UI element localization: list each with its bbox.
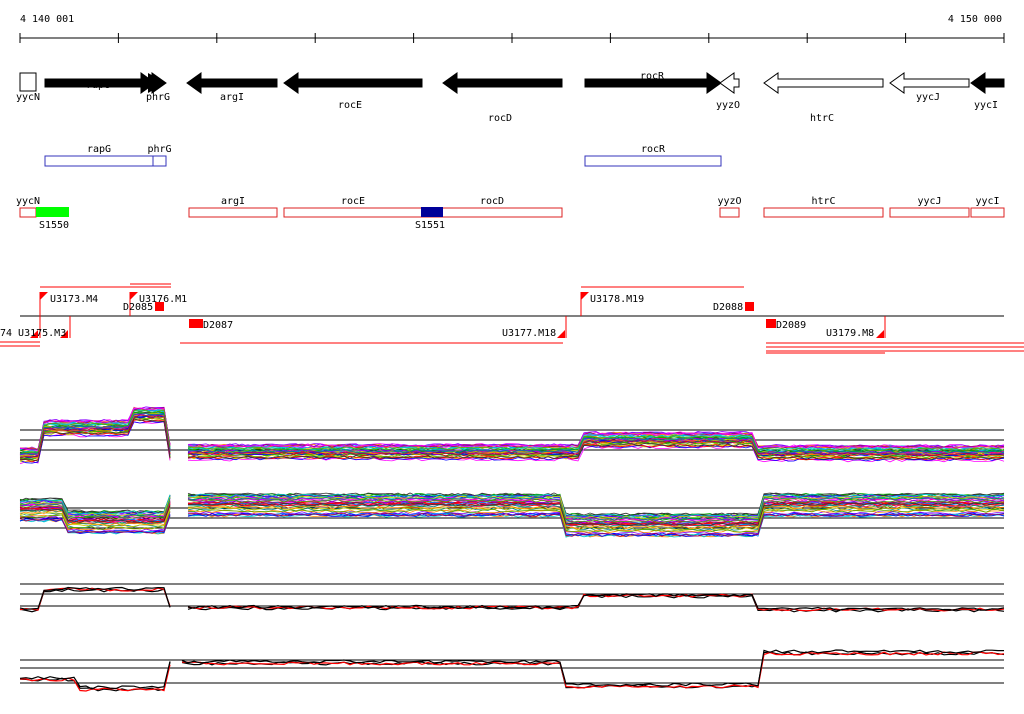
gene-label: rocE xyxy=(338,100,362,111)
profile-line xyxy=(19,505,1005,530)
profile-line xyxy=(19,421,1005,464)
segment-label: U3173.M4 xyxy=(50,294,98,305)
gene-rocr-arrow[interactable] xyxy=(584,72,722,94)
gene-yycN-box[interactable] xyxy=(19,72,37,92)
plus-feature-rocr[interactable] xyxy=(584,155,722,167)
profile-line xyxy=(19,502,1005,527)
minus-feature-yycj[interactable] xyxy=(889,207,970,218)
coordinate-axis: 4 140 001 4 150 000 xyxy=(19,14,1005,43)
segment-box[interactable] xyxy=(766,319,776,328)
gene-label: argI xyxy=(220,92,244,103)
minus-feature-label: yycI xyxy=(975,196,999,207)
site-s1551[interactable] xyxy=(421,207,443,217)
gene-label: phrG xyxy=(146,92,170,103)
axis-start-label: 4 140 001 xyxy=(20,14,74,25)
site-s1550[interactable] xyxy=(36,207,69,217)
segment-label: U3176.M1 xyxy=(139,294,187,305)
minus-feature-label: yyzO xyxy=(717,196,741,207)
plus-feature-phrg[interactable] xyxy=(152,155,167,167)
minus-feature-argi[interactable] xyxy=(188,207,278,218)
segment-flag xyxy=(30,330,38,338)
segment-flag xyxy=(557,330,565,338)
minus-feature-yyci[interactable] xyxy=(970,207,1005,218)
segment-flag xyxy=(581,292,589,300)
gene-track: yycN rapG phrG argI rocE rocD rocR yyzO htrC yycJ… xyxy=(16,71,1005,124)
profile-line xyxy=(19,409,1005,454)
gene-label: yycJ xyxy=(916,92,940,103)
segment-box[interactable] xyxy=(745,302,754,311)
gene-roce-arrow[interactable] xyxy=(283,72,423,94)
site-label: S1551 xyxy=(415,220,445,231)
segment-label: U3177.M18 xyxy=(502,328,556,339)
segment-label: U3179.M8 xyxy=(826,328,874,339)
plus-feature-rapg[interactable] xyxy=(44,155,154,167)
plus-feature-label: rapG xyxy=(87,144,111,155)
minus-feature-label: rocE xyxy=(341,196,365,207)
segment-label: U3178.M19 xyxy=(590,294,644,305)
plus-feature-label: phrG xyxy=(147,144,171,155)
gene-yyzo-arrow[interactable] xyxy=(719,72,740,94)
profile-line xyxy=(19,407,1005,451)
minus-feature-htrc[interactable] xyxy=(763,207,884,218)
profile-line xyxy=(19,586,1005,611)
minus-feature-yyzo[interactable] xyxy=(719,207,740,218)
plus-feature-label: rocR xyxy=(641,144,666,155)
profile-line xyxy=(19,414,1005,458)
gene-label: rocD xyxy=(488,113,512,124)
profile-line xyxy=(19,412,1005,456)
segment-flag xyxy=(60,330,68,338)
segment-box[interactable] xyxy=(189,319,203,328)
segment-box[interactable] xyxy=(155,302,164,311)
minus-feature-label: yycN xyxy=(16,196,40,207)
minus-feature-roce[interactable] xyxy=(283,207,423,218)
gene-label: yycN xyxy=(16,92,40,103)
minus-feature-yycn[interactable] xyxy=(19,207,37,218)
segment-flag xyxy=(876,330,884,338)
segment-label: 74 U3175.M3 xyxy=(0,328,66,339)
gene-phrg-arrowhead xyxy=(148,73,166,93)
segment-flag xyxy=(40,292,48,300)
gene-label: rocR xyxy=(640,71,665,82)
profile-line xyxy=(19,508,1005,533)
gene-yyci-arrow[interactable] xyxy=(970,72,1005,94)
minus-feature-label: rocD xyxy=(480,196,504,207)
profile-line xyxy=(19,493,1005,518)
profile-line xyxy=(19,496,1005,521)
minus-feature-label: argI xyxy=(221,196,245,207)
segment-label: D2089 xyxy=(776,320,806,331)
gene-label: rapG xyxy=(86,80,110,91)
gene-argi-arrow[interactable] xyxy=(186,72,278,94)
plus-feature-track: rapG phrG rocR xyxy=(44,144,722,167)
expression-profiles xyxy=(19,406,1005,692)
site-label: S1550 xyxy=(39,220,69,231)
gene-rocd-arrow[interactable] xyxy=(442,72,563,94)
segment-flag xyxy=(130,292,138,300)
profile-line xyxy=(19,499,1005,523)
gene-label: yyzO xyxy=(716,100,740,111)
axis-end-label: 4 150 000 xyxy=(948,14,1002,25)
segment-label: D2085 xyxy=(123,302,153,313)
profile-line xyxy=(19,418,1005,462)
minus-feature-label: htrC xyxy=(811,196,835,207)
profile-line xyxy=(19,649,1004,690)
profile-line xyxy=(19,417,1005,461)
gene-htrc-arrow[interactable] xyxy=(763,72,884,94)
gene-label: htrC xyxy=(810,113,834,124)
segment-label: D2088 xyxy=(713,302,743,313)
minus-feature-track: yycN argI rocE rocD yyzO htrC yycJ yycI S1550 S15… xyxy=(16,196,1005,231)
minus-feature-label: yycJ xyxy=(917,196,941,207)
segment-label: D2087 xyxy=(203,320,233,331)
gene-label: yycI xyxy=(974,100,998,111)
gene-yycj-arrow[interactable] xyxy=(889,72,970,94)
profile-line xyxy=(19,512,1005,537)
